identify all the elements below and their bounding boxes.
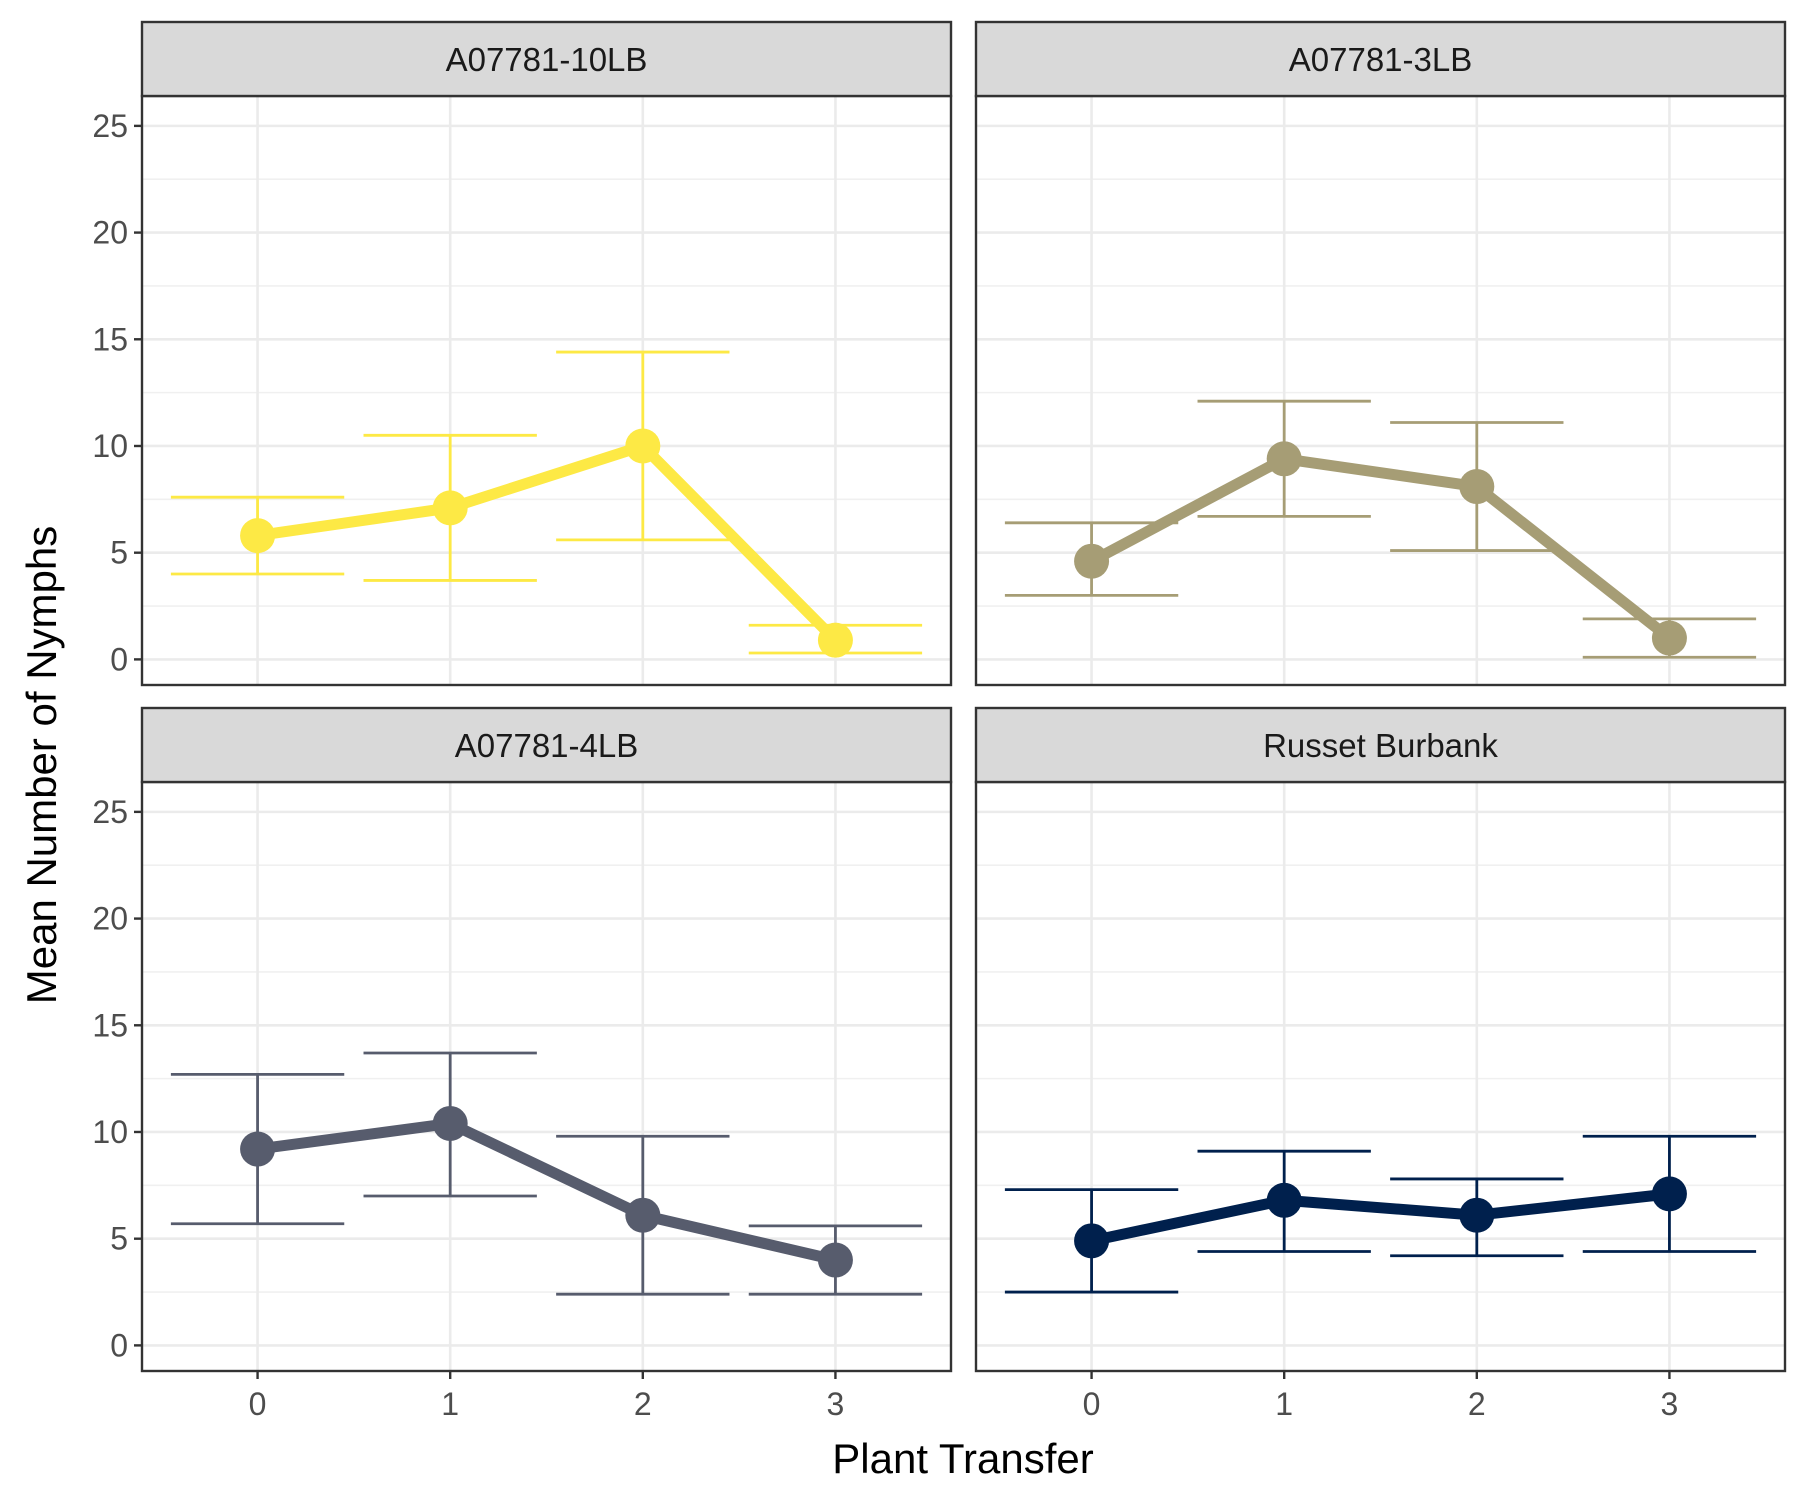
facet-strip [140,706,953,784]
y-tick-label: 5 [110,535,128,571]
y-tick-label: 0 [110,1327,128,1363]
data-point-a07781-10lb-x3 [817,622,853,658]
data-point-russet-burbank-x1 [1266,1182,1302,1218]
panel-russet-burbank: Russet Burbank 0 1 2 3 [974,706,1787,1422]
panel-background [142,96,951,685]
data-point-a07781-4lb-x2 [625,1197,661,1233]
x-tick-label: 2 [634,1386,652,1422]
data-point-a07781-10lb-x2 [625,428,661,464]
x-tick-label: 1 [1275,1386,1293,1422]
y-tick-label: 15 [92,1007,128,1043]
facet-strip-label: Russet Burbank [1263,727,1498,764]
y-tick-label: 25 [92,108,128,144]
x-tick-label: 3 [827,1386,845,1422]
data-point-russet-burbank-x3 [1651,1176,1687,1212]
x-tick-label: 1 [441,1386,459,1422]
panel-background [142,782,951,1371]
series-line-a07781-3lb [1086,453,1675,644]
data-point-a07781-4lb-x1 [432,1105,468,1141]
y-tick-label: 10 [92,1114,128,1150]
x-axis-title: Plant Transfer [832,1435,1093,1482]
x-tick-label: 3 [1661,1386,1679,1422]
facet-strip-label: A07781-4LB [455,727,638,764]
y-tick-label: 0 [110,641,128,677]
data-point-a07781-3lb-x0 [1074,543,1110,579]
panel-a07781-4lb: A07781-4LB 0 5 10 15 20 25 0 1 2 3 [92,706,953,1422]
panel-a07781-10lb: A07781-10LB 0 5 10 15 20 25 [92,20,953,687]
y-axis-title: Mean Number of Nymphs [18,526,65,1005]
series-line-russet-burbank [1086,1188,1675,1247]
y-tick-label: 25 [92,794,128,830]
x-tick-label: 0 [249,1386,267,1422]
data-point-a07781-3lb-x3 [1651,620,1687,656]
panel-background [976,782,1785,1371]
data-point-a07781-4lb-x0 [240,1131,276,1167]
y-tick-label: 15 [92,321,128,357]
data-point-a07781-10lb-x1 [432,490,468,526]
series-line-a07781-10lb [252,440,841,646]
facet-strip-label: A07781-10LB [446,41,648,78]
facet-strip [140,20,953,98]
facet-strip [974,20,1787,98]
data-point-russet-burbank-x2 [1459,1197,1495,1233]
facet-strip [974,706,1787,784]
facet-strip-label: A07781-3LB [1289,41,1472,78]
data-point-a07781-3lb-x1 [1266,441,1302,477]
y-tick-label: 5 [110,1221,128,1257]
panels-layer: A07781-10LB0510152025A07781-3LBA07781-4L… [92,20,1787,1422]
panel-a07781-3lb: A07781-3LB [974,20,1787,687]
panel-background [976,96,1785,685]
data-point-a07781-10lb-x0 [240,518,276,554]
data-point-a07781-4lb-x3 [817,1242,853,1278]
y-tick-label: 10 [92,428,128,464]
data-point-russet-burbank-x0 [1074,1223,1110,1259]
y-tick-label: 20 [92,901,128,937]
y-tick-label: 20 [92,215,128,251]
data-point-a07781-3lb-x2 [1459,469,1495,505]
series-line-a07781-4lb [252,1117,841,1266]
x-tick-label: 2 [1468,1386,1486,1422]
x-tick-label: 0 [1083,1386,1101,1422]
